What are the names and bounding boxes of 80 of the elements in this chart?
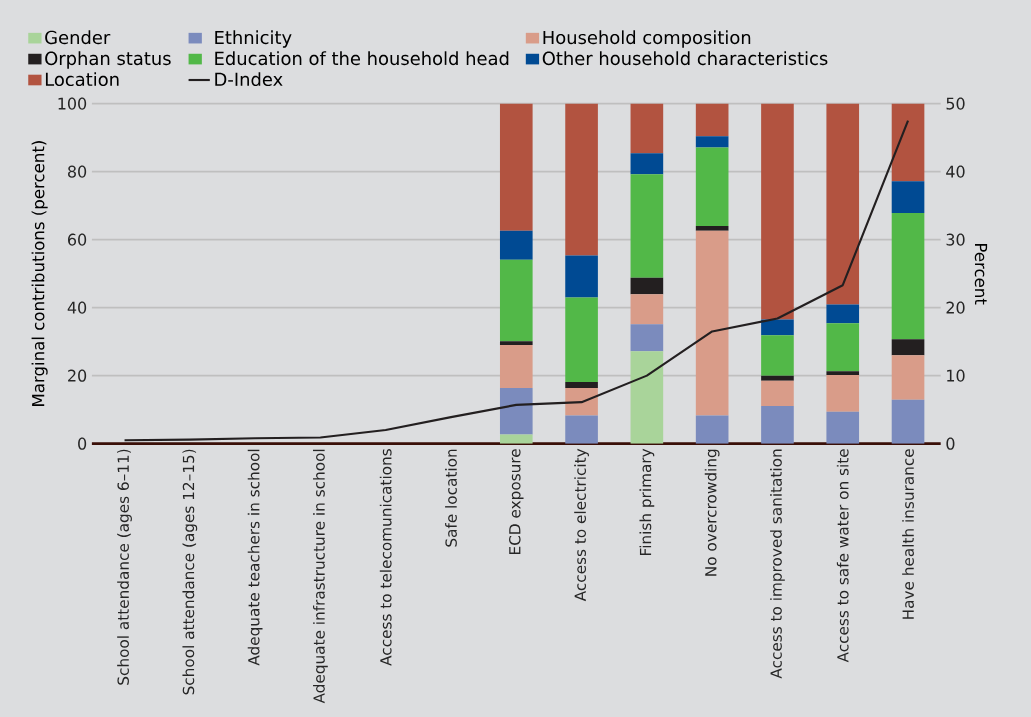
legend-label: Ethnicity [215, 30, 292, 48]
bar [499, 387, 533, 435]
bar [891, 355, 925, 400]
bar [891, 339, 925, 356]
bar [565, 255, 598, 298]
x-tick-label: Access to electricity [574, 448, 589, 602]
y-tick-label: 100 [58, 97, 87, 110]
x-tick-label: School attendance (ages 12–15) [182, 449, 198, 695]
line-series [123, 119, 910, 442]
bar [499, 344, 533, 388]
bar [695, 136, 729, 148]
bar [630, 103, 664, 154]
bar [499, 259, 533, 342]
y2-tick-label: 10 [947, 369, 965, 382]
bar [630, 351, 664, 444]
x-tick-label: Safe location [445, 449, 457, 547]
x-tick-label: Access to telecomunications [379, 448, 392, 666]
bar [499, 434, 533, 444]
legend-label: Education of the household head [215, 51, 509, 66]
x-tick-label: Access to safe water on site [836, 449, 849, 663]
y-tick-label: 40 [67, 301, 87, 314]
y2-tick-label: 30 [946, 233, 965, 246]
bar [630, 294, 664, 325]
y2-axis-title: Percent [974, 243, 988, 305]
bar [565, 381, 598, 388]
legend-label: D-Index [215, 72, 283, 86]
bar [630, 324, 664, 352]
x-tick-label: Adequate infrastructure in school [313, 449, 328, 704]
bar [695, 147, 729, 226]
x-tick-label: School attendance (ages 6–11) [117, 449, 132, 685]
bar [565, 415, 598, 444]
bar [761, 103, 794, 320]
bar [695, 230, 729, 416]
bar [826, 103, 860, 305]
bar [565, 387, 598, 416]
bar [891, 399, 925, 444]
bar [761, 335, 794, 376]
bar [695, 103, 729, 137]
legend-label: Household composition [543, 30, 751, 48]
y2-tick-label: 40 [946, 165, 965, 178]
bar [826, 371, 860, 375]
bar [891, 181, 925, 213]
legend-label: Gender [45, 30, 111, 45]
y2-tick-label: 0 [946, 437, 955, 450]
y-axis-title: Marginal contributions (percent) [31, 140, 48, 406]
bar [761, 319, 794, 336]
x-tick-label: Have health insurance [902, 449, 914, 619]
bar [826, 374, 860, 412]
bar [826, 323, 860, 372]
legend-label: Orphan status [45, 51, 171, 69]
bar [761, 405, 794, 444]
x-tick-label: Adequate teachers in school [247, 449, 263, 666]
y-tick-label: 0 [78, 437, 87, 450]
bar [630, 153, 664, 175]
bar [499, 341, 533, 345]
legend-label: Other household characteristics [542, 51, 828, 66]
bar [761, 375, 794, 381]
bar [826, 411, 860, 444]
legend-label: Location [45, 72, 119, 86]
x-tick-label: Finish primary [639, 448, 655, 555]
bar [565, 103, 598, 256]
bar [630, 174, 664, 278]
x-tick-label: ECD exposure [509, 449, 524, 554]
y-tick-label: 20 [68, 369, 87, 382]
bar [826, 304, 860, 324]
bar [499, 230, 533, 260]
y-tick-label: 80 [68, 165, 87, 178]
bar [761, 380, 794, 406]
bar [891, 212, 925, 340]
y2-tick-label: 50 [946, 97, 965, 110]
bar [630, 277, 664, 295]
bar [695, 415, 729, 444]
x-tick-label: Access to improved sanitation [770, 449, 785, 679]
bar [499, 103, 533, 231]
bar [891, 103, 925, 182]
bar [565, 297, 598, 382]
y2-tick-label: 20 [946, 301, 965, 314]
y-tick-label: 60 [68, 233, 87, 246]
bar [695, 225, 729, 231]
x-tick-label: No overcrowding [704, 449, 720, 576]
